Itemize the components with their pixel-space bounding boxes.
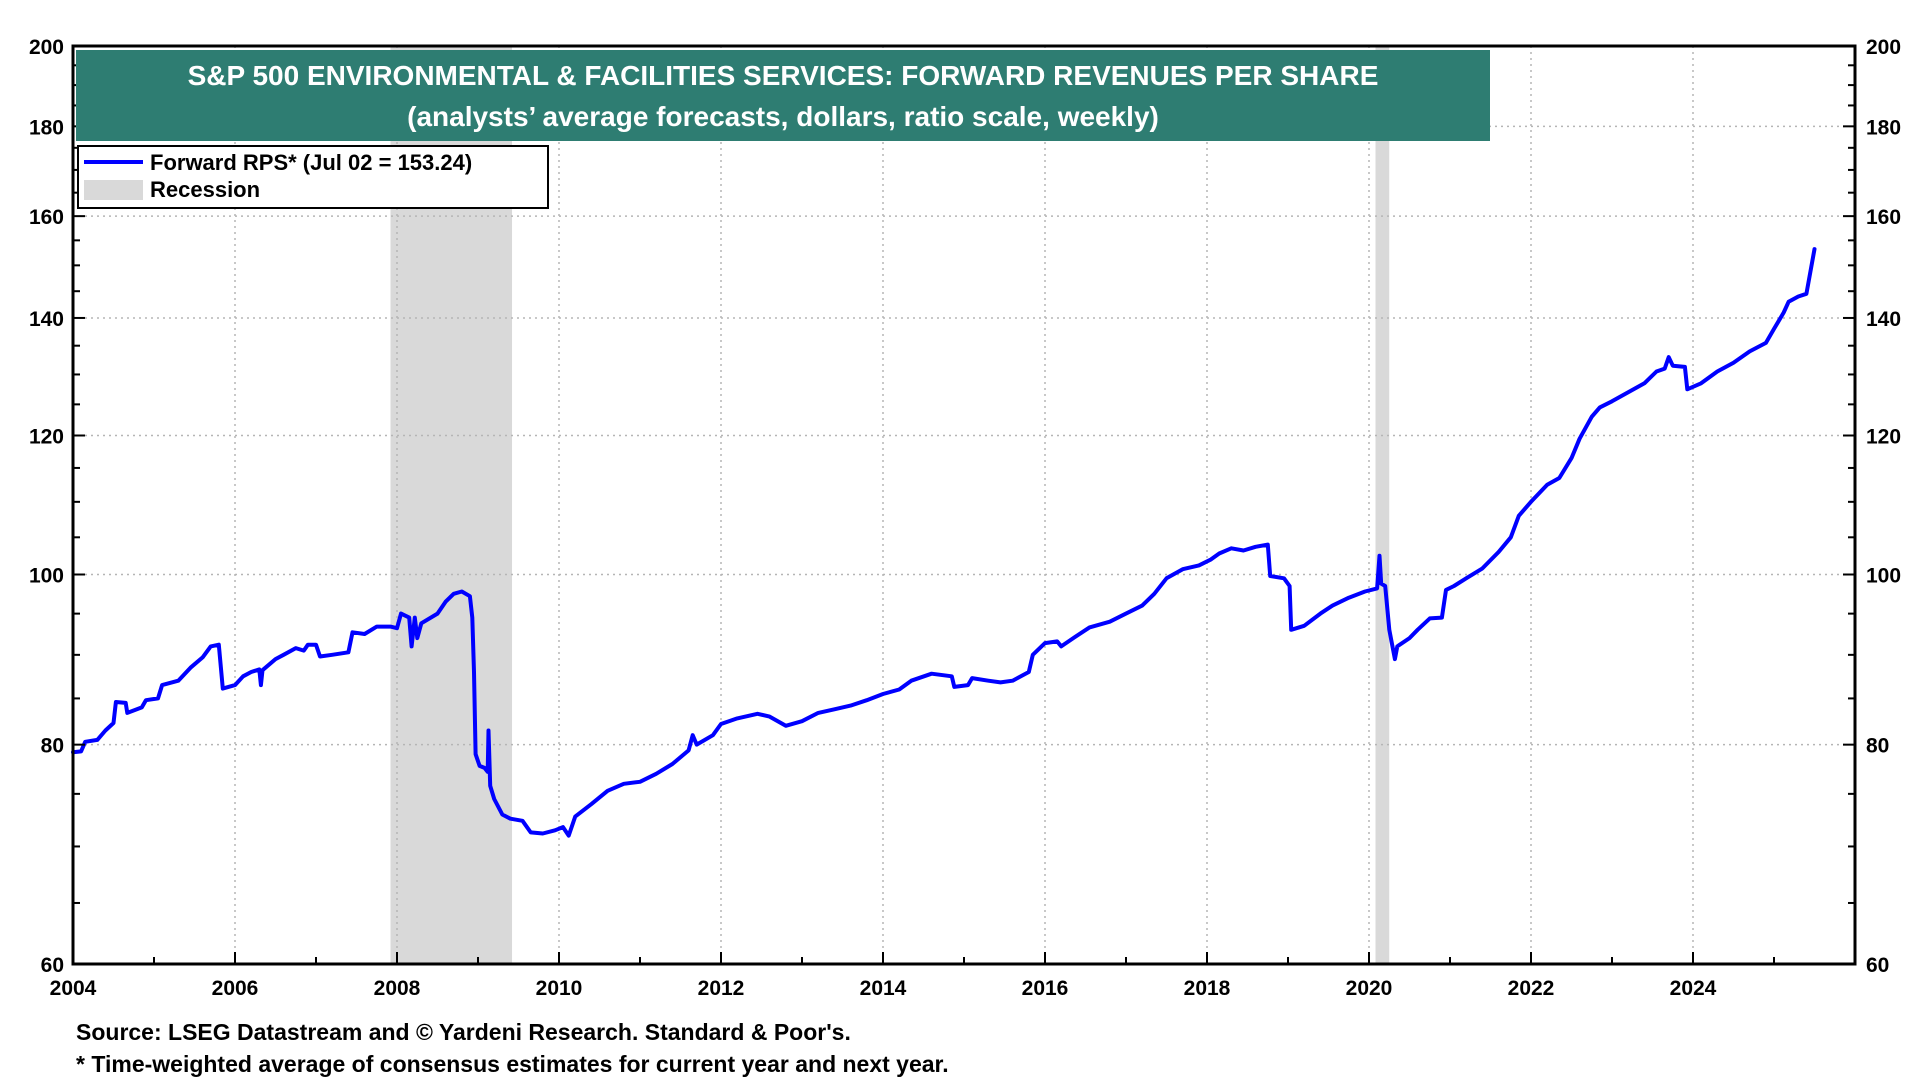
x-tick-label-2004: 2004 bbox=[50, 977, 97, 1000]
x-tick-label-2020: 2020 bbox=[1346, 977, 1393, 1000]
y-tick-label-right-180: 180 bbox=[1866, 116, 1901, 139]
x-tick-label-2006: 2006 bbox=[212, 977, 259, 1000]
y-tick-label-right-100: 100 bbox=[1866, 565, 1901, 588]
footnote: * Time-weighted average of consensus est… bbox=[76, 1051, 949, 1077]
legend-series-label: Forward RPS* (Jul 02 = 153.24) bbox=[150, 150, 472, 175]
x-tick-label-2014: 2014 bbox=[860, 977, 907, 1000]
y-tick-label-left-120: 120 bbox=[29, 425, 64, 448]
recession-band-2 bbox=[1375, 46, 1390, 964]
y-tick-label-left-160: 160 bbox=[29, 206, 64, 229]
chart-title: S&P 500 ENVIRONMENTAL & FACILITIES SERVI… bbox=[188, 60, 1379, 91]
x-tick-label-2008: 2008 bbox=[374, 977, 421, 1000]
y-tick-label-left-60: 60 bbox=[41, 954, 64, 977]
y-tick-label-left-200: 200 bbox=[29, 36, 64, 59]
x-tick-label-2024: 2024 bbox=[1670, 977, 1717, 1000]
x-tick-label-2022: 2022 bbox=[1508, 977, 1555, 1000]
series-line-forward-rps bbox=[71, 247, 1817, 838]
x-tick-label-2012: 2012 bbox=[698, 977, 745, 1000]
tick-labels: 2004 2006 2008 2010 2012 2014 2016 2018 2020 2022… bbox=[29, 36, 1901, 1000]
legend-box bbox=[77, 145, 549, 209]
y-tick-label-right-140: 140 bbox=[1866, 308, 1901, 331]
x-tick-label-2016: 2016 bbox=[1022, 977, 1069, 1000]
y-tick-label-right-120: 120 bbox=[1866, 425, 1901, 448]
y-tick-label-right-60: 60 bbox=[1866, 954, 1889, 977]
y-tick-label-left-180: 180 bbox=[29, 116, 64, 139]
y-tick-label-right-160: 160 bbox=[1866, 206, 1901, 229]
title-background bbox=[76, 50, 1490, 141]
x-tick-label-2010: 2010 bbox=[536, 977, 583, 1000]
y-tick-label-left-100: 100 bbox=[29, 565, 64, 588]
source-note: Source: LSEG Datastream and © Yardeni Re… bbox=[76, 1019, 851, 1045]
x-tick-label-2018: 2018 bbox=[1184, 977, 1231, 1000]
y-tick-label-left-80: 80 bbox=[41, 735, 64, 758]
y-tick-label-right-200: 200 bbox=[1866, 36, 1901, 59]
chart-subtitle: (analysts’ average forecasts, dollars, r… bbox=[407, 101, 1159, 132]
title-box: S&P 500 ENVIRONMENTAL & FACILITIES SERVI… bbox=[76, 50, 1490, 141]
legend-recession-label: Recession bbox=[150, 177, 260, 202]
y-tick-label-right-80: 80 bbox=[1866, 735, 1889, 758]
legend: Forward RPS* (Jul 02 = 153.24) Recession bbox=[77, 145, 549, 209]
series-layer bbox=[71, 247, 1817, 838]
legend-recession-swatch bbox=[84, 180, 143, 200]
y-tick-label-left-140: 140 bbox=[29, 308, 64, 331]
